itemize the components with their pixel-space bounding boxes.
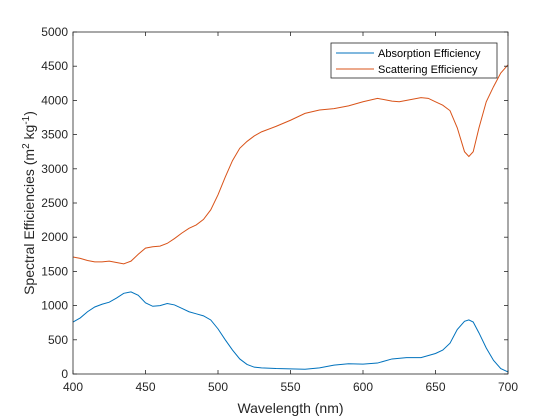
x-tick-labels: 400 450 500 550 600 650 700 <box>63 380 518 394</box>
y-axis-label-sup1: 2 <box>21 143 32 149</box>
x-tick-label: 550 <box>280 380 300 394</box>
y-tick-label: 3500 <box>41 128 68 142</box>
legend: Absorption Efficiency Scattering Efficie… <box>330 42 498 79</box>
series-line-0 <box>72 291 509 373</box>
legend-label-absorption: Absorption Efficiency <box>378 48 481 60</box>
y-axis-label: Spectral Efficiencies (m2 kg-1) <box>21 111 37 295</box>
x-tick-label: 700 <box>498 380 518 394</box>
y-axis-label-end: ) <box>21 111 37 116</box>
x-tick-label: 400 <box>63 380 83 394</box>
series-line-1 <box>72 64 509 265</box>
y-tick-labels: 0 500 1000 1500 2000 2500 3000 3500 4000 4500 5000 <box>41 25 68 381</box>
y-tick-label: 0 <box>61 367 68 381</box>
x-axis-label: Wavelength (nm) <box>237 400 343 416</box>
x-tick-label: 650 <box>425 380 445 394</box>
y-axis-label-base: Spectral Efficiencies (m <box>21 149 37 295</box>
y-axis-label-mid: kg <box>21 125 37 144</box>
plot-background <box>73 32 508 374</box>
y-tick-label: 5000 <box>41 25 68 39</box>
x-tick-label: 600 <box>353 380 373 394</box>
axes <box>72 31 509 375</box>
y-tick-label: 2500 <box>41 196 68 210</box>
series-lines <box>72 64 509 373</box>
y-tick-label: 4500 <box>41 59 68 73</box>
x-tick-label: 450 <box>135 380 155 394</box>
legend-label-scattering: Scattering Efficiency <box>378 64 478 76</box>
y-tick-label: 1000 <box>41 299 68 313</box>
legend-box <box>330 42 498 79</box>
y-tick-label: 2000 <box>41 230 68 244</box>
y-tick-label: 4000 <box>41 93 68 107</box>
y-tick-label: 500 <box>48 333 68 347</box>
x-tick-label: 500 <box>208 380 228 394</box>
y-axis-label-sup2: -1 <box>21 115 32 124</box>
y-tick-label: 1500 <box>41 264 68 278</box>
y-tick-label: 3000 <box>41 162 68 176</box>
